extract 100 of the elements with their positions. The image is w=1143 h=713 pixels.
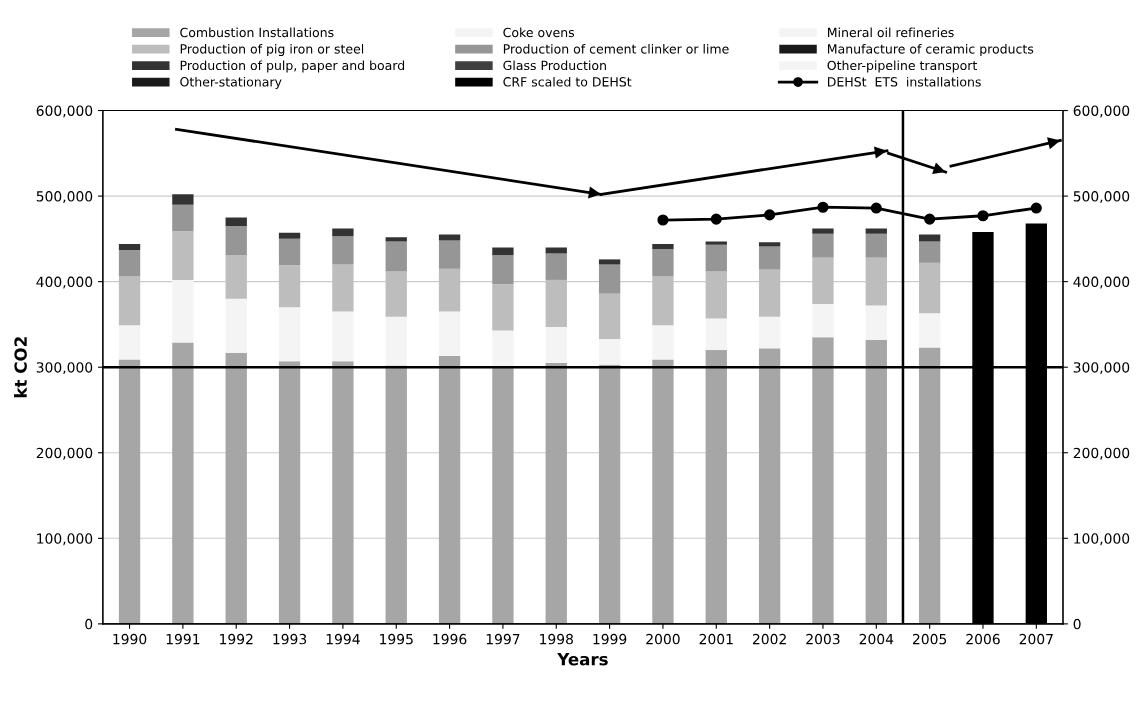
bar	[918, 313, 941, 348]
bar	[545, 362, 567, 624]
x-tick-label: 1995	[380, 633, 413, 645]
bar	[438, 311, 461, 357]
y2-tick-label: 500,000	[1073, 191, 1130, 203]
bar	[385, 316, 407, 366]
bar	[865, 228, 887, 234]
y-tick-label: 300,000	[36, 362, 93, 375]
x-tick-label: 2003	[806, 633, 840, 645]
bar	[652, 249, 674, 277]
bar	[385, 365, 407, 624]
bar	[758, 242, 781, 247]
x-tick-label: 2006	[966, 633, 1000, 645]
legend-label: Production of cement clinker or lime	[503, 43, 729, 54]
legend-label: CRF scaled to DEHSt	[503, 76, 632, 87]
legend-label: Other-stationary	[180, 76, 282, 89]
legend-label: Manufacture of ceramic products	[828, 43, 1034, 57]
x-axis-title: Years	[557, 653, 608, 666]
bar	[332, 236, 354, 265]
bar	[865, 257, 887, 306]
point	[817, 201, 829, 213]
bar	[278, 361, 301, 624]
legend-label: Production of pulp, paper and board	[180, 60, 405, 73]
bar	[332, 228, 354, 237]
bar	[438, 268, 461, 312]
legend-label: Glass Production	[503, 60, 606, 71]
bar	[225, 352, 247, 624]
bar	[118, 359, 141, 624]
bar	[385, 241, 407, 272]
bar	[758, 348, 781, 624]
y-tick-label: 400,000	[36, 276, 93, 289]
bar	[118, 276, 141, 326]
legend-label: Combustion Installations	[180, 27, 334, 38]
bar	[812, 228, 834, 234]
bar	[278, 307, 301, 362]
y-axis-title: kt CO2	[14, 337, 27, 398]
point	[1030, 202, 1042, 214]
bar	[705, 271, 727, 319]
bar	[225, 298, 247, 353]
y-tick-label: 200,000	[36, 447, 93, 460]
bar	[278, 238, 301, 266]
x-tick-label: 1993	[273, 633, 307, 645]
bar	[438, 356, 461, 624]
bar	[705, 241, 727, 245]
bar	[652, 276, 674, 326]
bar	[705, 318, 727, 351]
legend-label: Coke ovens	[503, 27, 575, 38]
bar	[118, 249, 141, 277]
bar	[172, 342, 194, 624]
bar	[812, 303, 834, 338]
legend-label: Production of pig iron or steel	[180, 43, 364, 57]
point	[977, 210, 989, 222]
y2-tick-label: 0	[1073, 618, 1081, 630]
y2-tick-label: 600,000	[1073, 105, 1130, 118]
bar	[492, 367, 514, 624]
bar	[865, 339, 887, 624]
bar	[598, 259, 621, 265]
bar	[652, 359, 674, 624]
bar	[865, 233, 887, 258]
x-tick-label: 1998	[540, 633, 573, 645]
bar	[812, 257, 834, 304]
y-tick-label: 500,000	[36, 191, 93, 203]
bar	[385, 237, 407, 242]
bar	[918, 262, 941, 314]
bar	[385, 271, 407, 317]
bar	[865, 305, 887, 340]
bar	[172, 194, 194, 205]
bar	[332, 311, 354, 362]
bar	[225, 217, 247, 227]
legend-label: DEHSt ETS installations	[828, 76, 981, 87]
x-tick-label: 2004	[859, 633, 894, 645]
bar	[225, 255, 247, 299]
x-tick-label: 2000	[646, 633, 680, 645]
x-tick-label: 1996	[433, 633, 467, 645]
bar	[332, 264, 354, 312]
y2-tick-label: 100,000	[1074, 533, 1130, 546]
y-tick-label: 600,000	[36, 105, 93, 118]
y-tick-label: 0	[85, 618, 93, 630]
bar	[598, 338, 621, 365]
y2-tick-label: 300,000	[1073, 362, 1130, 375]
bar	[492, 330, 514, 368]
bar	[598, 293, 621, 339]
legend-label: Other-pipeline transport	[827, 60, 978, 73]
bar	[118, 243, 141, 250]
y-tick-label: 100,000	[37, 533, 93, 546]
bar	[652, 243, 674, 250]
bar	[918, 241, 941, 263]
bar	[492, 247, 514, 256]
x-tick-label: 2007	[1019, 633, 1053, 645]
legend-label: Mineral oil refineries	[828, 27, 954, 38]
x-tick-label: 1991	[166, 633, 200, 645]
bar	[812, 233, 834, 258]
bar	[705, 350, 727, 624]
bar	[705, 244, 727, 272]
point	[924, 213, 936, 225]
bar	[278, 232, 301, 239]
bar	[492, 284, 514, 331]
bar	[758, 246, 781, 270]
bar	[758, 269, 781, 317]
bar	[545, 279, 567, 327]
